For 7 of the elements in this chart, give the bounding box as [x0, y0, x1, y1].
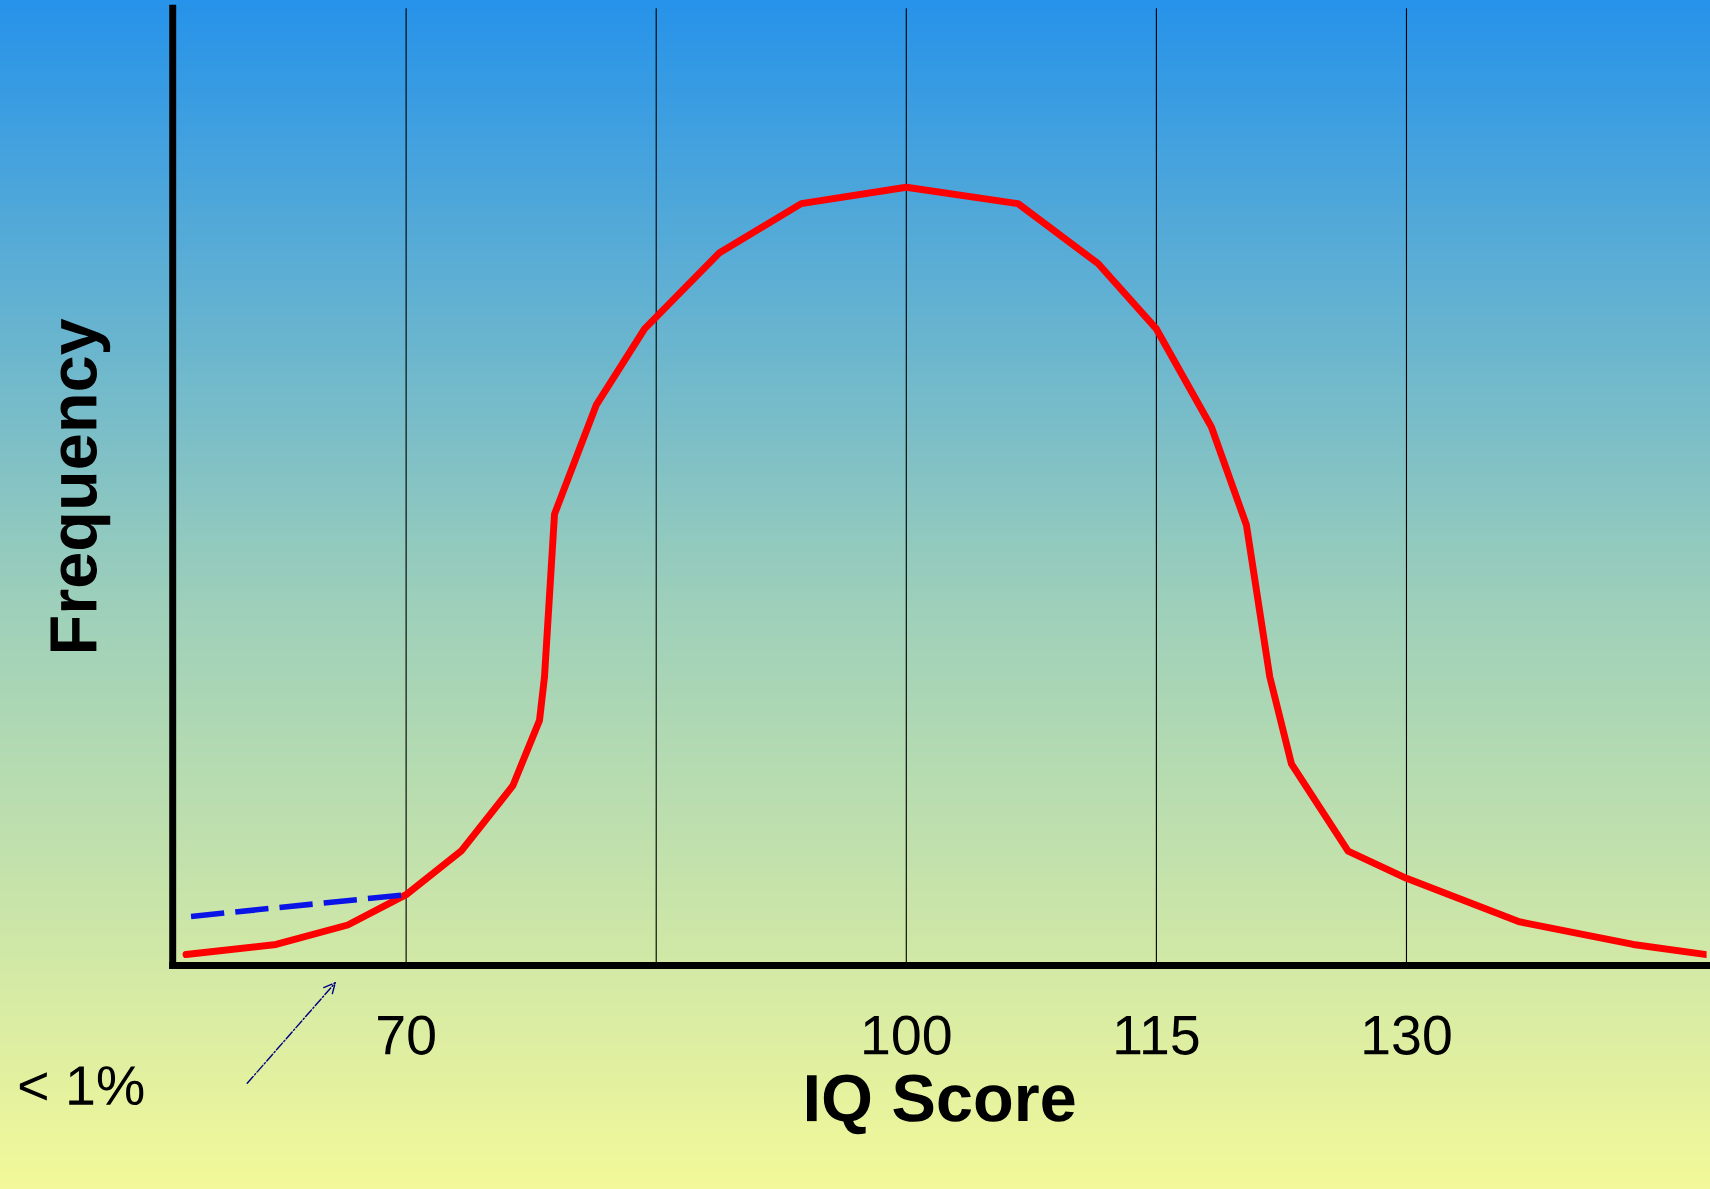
text: < 1% — [19, 1066, 144, 1106]
y-axis-title: Frequency — [50, 318, 111, 651]
x-tick-label: 130 — [1364, 1015, 1451, 1055]
x-tick-label: 115 — [1116, 1016, 1199, 1055]
x-tick-label: 100 — [864, 1015, 951, 1055]
x-axis-title: IQ Score — [807, 1074, 1075, 1135]
x-tick-label: 70 — [378, 1015, 435, 1055]
